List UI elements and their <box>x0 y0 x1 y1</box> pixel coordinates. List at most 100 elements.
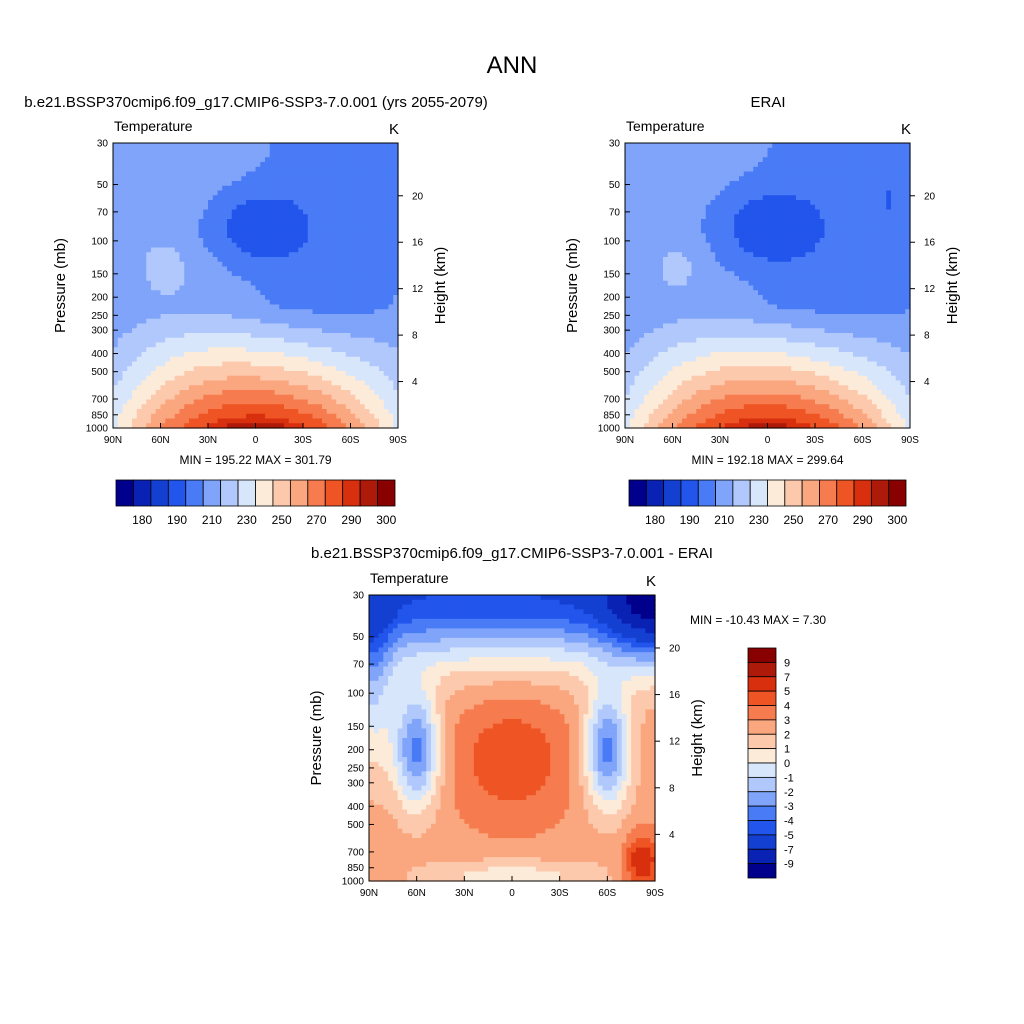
field-cell <box>274 399 280 405</box>
field-cell <box>341 285 347 291</box>
field-cell <box>141 309 147 315</box>
field-cell <box>682 147 688 154</box>
field-cell <box>236 195 242 201</box>
field-cell <box>350 366 356 372</box>
field-cell <box>701 181 707 187</box>
field-cell <box>236 413 242 420</box>
field-cell <box>317 337 323 344</box>
field-cell <box>141 399 147 405</box>
field-cell <box>312 247 318 253</box>
field-cell <box>203 285 209 291</box>
field-cell <box>250 385 257 391</box>
field-cell <box>862 214 868 220</box>
field-cell <box>739 200 745 206</box>
field-cell <box>141 152 147 158</box>
field-cell <box>634 204 640 211</box>
y2-tick-label: 12 <box>412 284 424 295</box>
field-cell <box>312 204 318 211</box>
field-cell <box>269 152 276 158</box>
field-cell <box>786 233 792 239</box>
field-cell <box>260 185 266 192</box>
colorbar-box <box>202 479 222 507</box>
field-cell <box>122 166 128 173</box>
field-cell <box>136 337 143 344</box>
field-cell <box>388 304 394 310</box>
field-cell <box>317 219 323 225</box>
field-cell <box>236 290 242 296</box>
field-cell <box>791 242 797 249</box>
field-cell <box>331 276 337 282</box>
field-cell <box>355 223 361 230</box>
field-cell <box>217 157 223 163</box>
field-cell <box>843 143 849 149</box>
field-cell <box>136 342 143 348</box>
field-cell <box>345 152 352 158</box>
field-cell <box>345 371 352 377</box>
y-tick-label: 400 <box>91 349 108 360</box>
field-cell <box>762 157 769 163</box>
field-cell <box>326 390 333 396</box>
field-cell <box>834 219 840 225</box>
field-cell <box>288 143 295 149</box>
field-cell <box>193 295 200 301</box>
field-cell <box>317 195 323 201</box>
field-cell <box>388 352 394 358</box>
field-cell <box>345 342 352 348</box>
field-cell <box>322 171 328 177</box>
field-cell <box>317 152 323 158</box>
field-cell <box>705 147 712 154</box>
field-cell <box>796 214 802 220</box>
field-cell <box>720 242 726 249</box>
field-cell <box>326 228 333 234</box>
field-cell <box>189 157 195 163</box>
field-cell <box>625 171 631 177</box>
field-cell <box>677 223 683 230</box>
field-cell <box>891 162 897 168</box>
field-cell <box>644 152 650 158</box>
field-cell <box>136 290 143 296</box>
field-cell <box>184 390 190 396</box>
field-cell <box>208 143 214 149</box>
field-cell <box>227 394 233 401</box>
field-cell <box>682 233 688 239</box>
field-cell <box>208 366 214 372</box>
field-cell <box>724 238 731 244</box>
field-cell <box>326 214 333 220</box>
field-cell <box>639 143 645 149</box>
field-cell <box>303 390 309 396</box>
field-cell <box>250 404 257 410</box>
field-cell <box>625 242 631 249</box>
field-cell <box>250 356 257 363</box>
field-cell <box>117 247 124 253</box>
field-cell <box>274 228 280 234</box>
field-cell <box>867 200 873 206</box>
field-cell <box>322 323 328 329</box>
field-cell <box>288 266 295 272</box>
field-cell <box>189 276 195 282</box>
field-cell <box>203 333 209 339</box>
field-cell <box>279 280 285 287</box>
field-cell <box>127 394 133 401</box>
field-cell <box>298 166 304 173</box>
field-cell <box>379 214 385 220</box>
field-cell <box>293 413 299 420</box>
field-cell <box>122 195 128 201</box>
field-cell <box>155 276 162 282</box>
field-cell <box>748 209 754 215</box>
field-cell <box>160 190 166 196</box>
panel-title: b.e21.BSSP370cmip6.f09_g17.CMIP6-SSP3-7.… <box>24 94 488 111</box>
field-cell <box>326 147 333 154</box>
field-cell <box>265 285 271 291</box>
field-cell <box>279 399 285 405</box>
field-cell <box>231 299 238 306</box>
field-cell <box>141 295 147 301</box>
field-cell <box>322 228 328 234</box>
field-cell <box>905 152 911 158</box>
field-cell <box>383 242 390 249</box>
field-cell <box>895 181 902 187</box>
field-cell <box>241 200 247 206</box>
field-cell <box>255 394 261 401</box>
field-cell <box>293 157 299 163</box>
field-cell <box>227 200 233 206</box>
field-cell <box>246 413 252 420</box>
